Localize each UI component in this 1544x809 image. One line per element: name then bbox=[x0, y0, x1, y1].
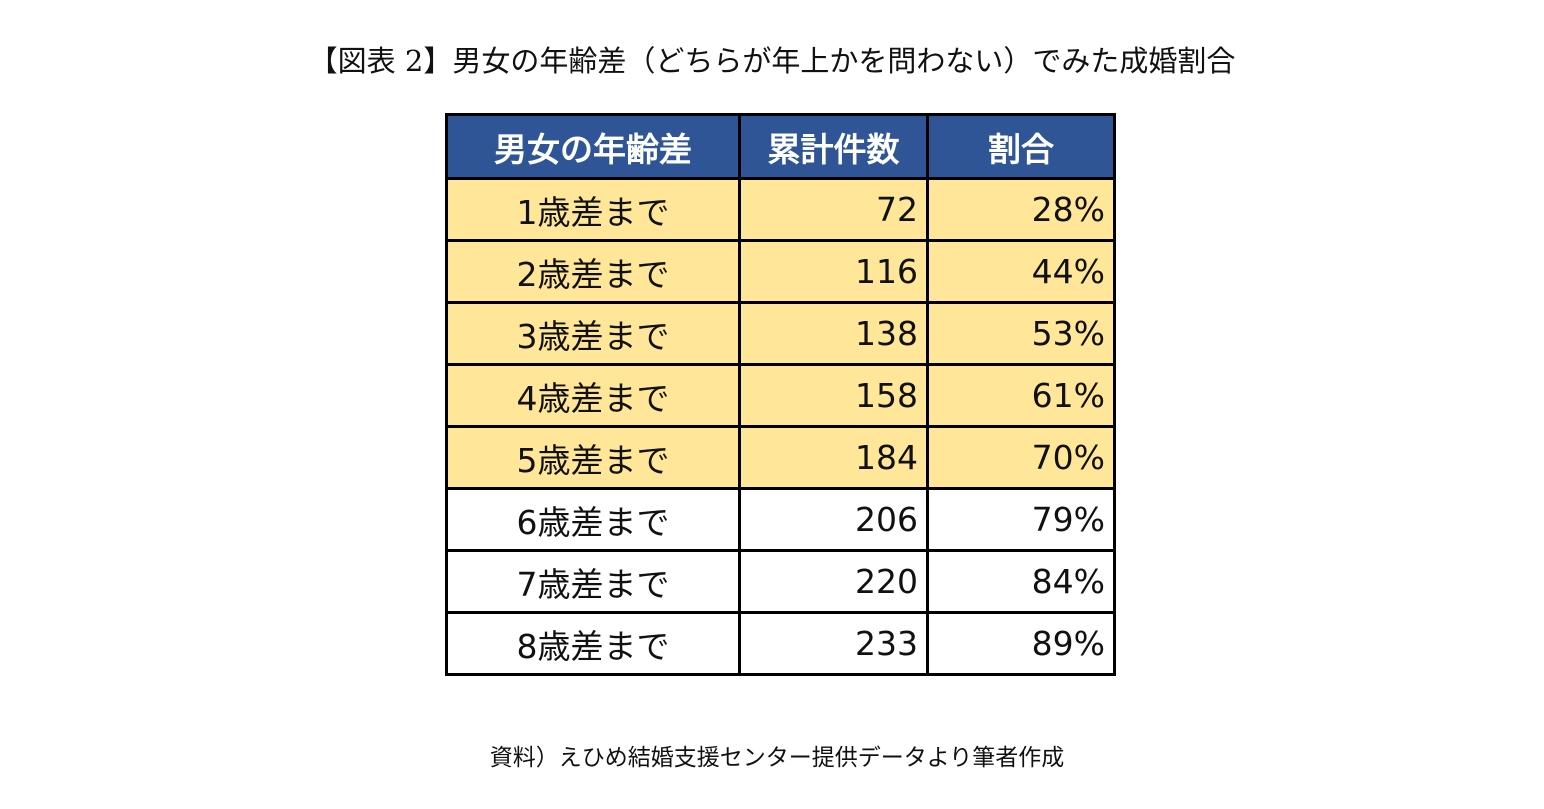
table-cell: 84% bbox=[926, 549, 1116, 614]
header-cell: 累計件数 bbox=[738, 113, 929, 180]
table-cell: 138 bbox=[738, 301, 929, 366]
data-table: 男女の年齢差 累計件数 割合 1歳差まで 72 28% 2歳差まで 116 44% 3歳差まで 1… bbox=[445, 113, 1116, 676]
table-cell: 158 bbox=[738, 363, 929, 428]
table-cell: 220 bbox=[738, 549, 929, 614]
table-row: 5歳差まで 184 70% bbox=[445, 425, 1116, 490]
header-cell: 男女の年齢差 bbox=[445, 113, 741, 180]
title: 【図表 2】男女の年齢差（どちらが年上かを問わない）でみた成婚割合 bbox=[308, 44, 1236, 78]
table-cell: 5歳差まで bbox=[445, 425, 741, 490]
table-row: 6歳差まで 206 79% bbox=[445, 487, 1116, 552]
table-row: 3歳差まで 138 53% bbox=[445, 301, 1116, 366]
header-row: 男女の年齢差 累計件数 割合 bbox=[445, 113, 1116, 180]
table-row: 4歳差まで 158 61% bbox=[445, 363, 1116, 428]
table-cell: 89% bbox=[926, 611, 1116, 676]
table-cell: 70% bbox=[926, 425, 1116, 490]
table-row: 1歳差まで 72 28% bbox=[445, 177, 1116, 242]
table-cell: 61% bbox=[926, 363, 1116, 428]
table-cell: 1歳差まで bbox=[445, 177, 741, 242]
table-cell: 4歳差まで bbox=[445, 363, 741, 428]
table-row: 8歳差まで 233 89% bbox=[445, 611, 1116, 676]
table-cell: 44% bbox=[926, 239, 1116, 304]
header-cell: 割合 bbox=[926, 113, 1116, 180]
table-cell: 53% bbox=[926, 301, 1116, 366]
table-cell: 79% bbox=[926, 487, 1116, 552]
source-note: 資料）えひめ結婚支援センター提供データより筆者作成 bbox=[489, 745, 1065, 771]
table-row: 2歳差まで 116 44% bbox=[445, 239, 1116, 304]
table-cell: 3歳差まで bbox=[445, 301, 741, 366]
table-cell: 116 bbox=[738, 239, 929, 304]
table-cell: 2歳差まで bbox=[445, 239, 741, 304]
table-cell: 184 bbox=[738, 425, 929, 490]
table-cell: 28% bbox=[926, 177, 1116, 242]
table-cell: 6歳差まで bbox=[445, 487, 741, 552]
table-cell: 72 bbox=[738, 177, 929, 242]
table-cell: 8歳差まで bbox=[445, 611, 741, 676]
table-cell: 206 bbox=[738, 487, 929, 552]
table-row: 7歳差まで 220 84% bbox=[445, 549, 1116, 614]
table-cell: 233 bbox=[738, 611, 929, 676]
table-cell: 7歳差まで bbox=[445, 549, 741, 614]
